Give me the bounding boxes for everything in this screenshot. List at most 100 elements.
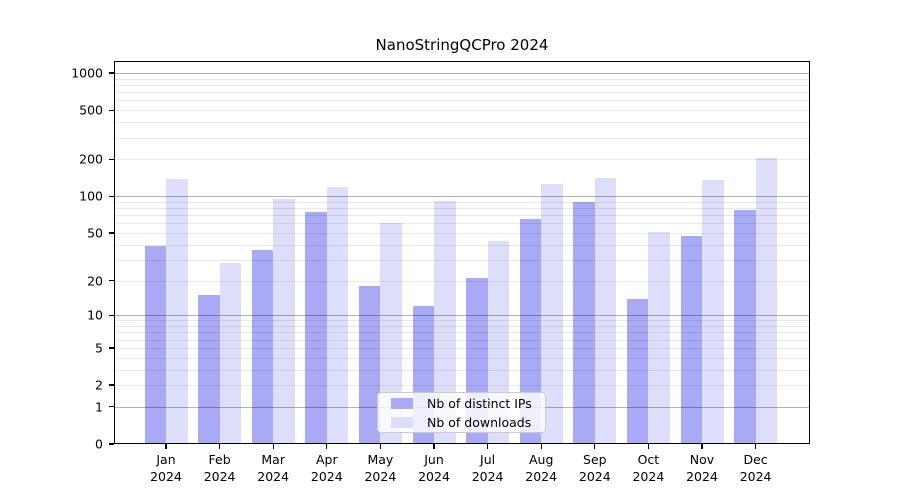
gridline-y-8 bbox=[114, 326, 810, 328]
y-tick-500 bbox=[109, 109, 114, 111]
gridline-y-40 bbox=[114, 244, 810, 246]
x-axis: Jan 2024 Feb 2024 Mar 2024 Apr 2024 May 2024 Jun 20… bbox=[114, 444, 810, 496]
x-label-month-nov: Nov bbox=[689, 452, 715, 467]
gridline-y-60 bbox=[114, 223, 810, 225]
y-tick-label-100: 100 bbox=[79, 188, 103, 204]
y-tick-label-2: 2 bbox=[95, 377, 103, 393]
gridline-y-3 bbox=[114, 369, 810, 371]
y-tick-200 bbox=[109, 158, 114, 160]
legend-swatch-downloads bbox=[391, 416, 413, 428]
x-tick-label-apr: Apr 2024 bbox=[295, 452, 359, 485]
x-label-month-aug: Aug bbox=[528, 452, 554, 467]
y-tick-label-20: 20 bbox=[87, 273, 103, 289]
legend: Nb of distinct IPs Nb of downloads bbox=[377, 392, 546, 433]
x-label-month-jul: Jul bbox=[480, 452, 496, 467]
x-tick-feb bbox=[218, 444, 221, 449]
y-tick-0 bbox=[109, 443, 114, 445]
bar-nb-of-distinct-ips-mar bbox=[251, 250, 274, 444]
y-tick-50 bbox=[109, 232, 114, 234]
bar-nb-of-distinct-ips-sep bbox=[573, 202, 595, 444]
bar-nb-of-distinct-ips-apr bbox=[305, 212, 327, 444]
y-tick-2 bbox=[109, 384, 114, 386]
x-label-month-jun: Jun bbox=[424, 452, 444, 467]
x-tick-label-aug: Aug 2024 bbox=[509, 452, 573, 485]
x-label-year-apr: 2024 bbox=[310, 468, 343, 484]
x-tick-label-dec: Dec 2024 bbox=[724, 452, 788, 485]
x-tick-apr bbox=[326, 444, 328, 449]
gridline-y-70 bbox=[114, 215, 810, 217]
bar-nb-of-distinct-ips-oct bbox=[626, 298, 649, 444]
x-tick-label-nov: Nov 2024 bbox=[670, 452, 734, 485]
y-tick-label-0: 0 bbox=[95, 436, 103, 452]
x-label-month-feb: Feb bbox=[208, 452, 231, 467]
x-tick-mar bbox=[272, 444, 274, 449]
gridline-y-5 bbox=[114, 347, 810, 349]
bar-nb-of-downloads-feb bbox=[219, 263, 242, 444]
y-tick-label-500: 500 bbox=[79, 102, 103, 118]
bar-nb-of-downloads-jan bbox=[166, 179, 188, 444]
y-tick-label-200: 200 bbox=[79, 151, 103, 167]
x-label-year-sep: 2024 bbox=[578, 468, 611, 484]
x-tick-dec bbox=[754, 444, 757, 449]
x-label-month-jan: Jan bbox=[156, 452, 176, 467]
gridline-y-6 bbox=[114, 339, 810, 341]
x-label-year-dec: 2024 bbox=[739, 468, 772, 484]
legend-label-downloads: Nb of downloads bbox=[427, 414, 532, 430]
x-label-year-nov: 2024 bbox=[686, 468, 718, 484]
x-label-year-feb: 2024 bbox=[203, 468, 236, 484]
gridline-y-10 bbox=[114, 315, 810, 317]
y-tick-label-10: 10 bbox=[87, 307, 103, 323]
x-label-year-jan: 2024 bbox=[150, 468, 182, 484]
y-axis: 0 1 2 5 10 20 50 100 200 500 1000 bbox=[0, 61, 114, 452]
gridline-y-2 bbox=[114, 385, 810, 387]
bar-nb-of-downloads-jun bbox=[434, 201, 456, 444]
y-tick-label-1000: 1000 bbox=[71, 65, 103, 81]
gridline-y-400 bbox=[114, 122, 810, 124]
bar-nb-of-distinct-ips-jan bbox=[144, 245, 166, 444]
gridline-y-900 bbox=[114, 78, 810, 80]
gridline-y-20 bbox=[114, 280, 810, 282]
legend-item-distinct-ips: Nb of distinct IPs bbox=[386, 396, 537, 411]
legend-label-distinct-ips: Nb of distinct IPs bbox=[427, 395, 532, 411]
x-tick-label-jan: Jan 2024 bbox=[134, 452, 198, 485]
gridline-y-7 bbox=[114, 332, 810, 334]
gridline-y-200 bbox=[114, 159, 810, 161]
gridline-y-80 bbox=[114, 208, 810, 210]
gridline-y-90 bbox=[114, 201, 810, 203]
x-label-year-aug: 2024 bbox=[525, 468, 558, 484]
y-tick-20 bbox=[109, 279, 114, 282]
bar-nb-of-distinct-ips-nov bbox=[680, 236, 702, 444]
bar-nb-of-downloads-apr bbox=[326, 187, 349, 444]
bar-nb-of-downloads-sep bbox=[594, 178, 617, 444]
gridline-y-50 bbox=[114, 232, 810, 234]
bar-nb-of-distinct-ips-may bbox=[358, 285, 381, 444]
y-tick-1 bbox=[109, 406, 114, 408]
x-tick-label-feb: Feb 2024 bbox=[188, 452, 252, 485]
bar-nb-of-distinct-ips-feb bbox=[198, 295, 220, 444]
x-tick-label-mar: Mar 2024 bbox=[241, 452, 305, 485]
gridline-y-4 bbox=[114, 357, 810, 359]
legend-item-downloads: Nb of downloads bbox=[386, 415, 537, 430]
gridline-y-500 bbox=[114, 110, 810, 112]
bar-nb-of-downloads-mar bbox=[273, 198, 295, 444]
gridline-y-9 bbox=[114, 320, 810, 322]
x-tick-label-may: May 2024 bbox=[348, 452, 412, 485]
x-label-month-may: May bbox=[367, 452, 394, 467]
bar-nb-of-downloads-nov bbox=[702, 180, 724, 444]
y-tick-label-50: 50 bbox=[87, 225, 103, 241]
x-label-year-may: 2024 bbox=[364, 468, 397, 484]
x-tick-label-jun: Jun 2024 bbox=[402, 452, 466, 485]
y-tick-10 bbox=[109, 314, 114, 316]
x-tick-label-sep: Sep 2024 bbox=[563, 452, 627, 485]
y-tick-100 bbox=[109, 195, 114, 197]
gridline-y-300 bbox=[114, 137, 810, 139]
x-tick-nov bbox=[701, 444, 703, 449]
x-tick-may bbox=[379, 444, 382, 449]
gridline-y-600 bbox=[114, 100, 810, 102]
x-tick-jul bbox=[486, 444, 489, 449]
gridline-y-800 bbox=[114, 85, 810, 87]
gridline-y-100 bbox=[114, 196, 810, 198]
x-label-month-apr: Apr bbox=[315, 452, 338, 467]
bar-nb-of-downloads-may bbox=[380, 223, 402, 444]
